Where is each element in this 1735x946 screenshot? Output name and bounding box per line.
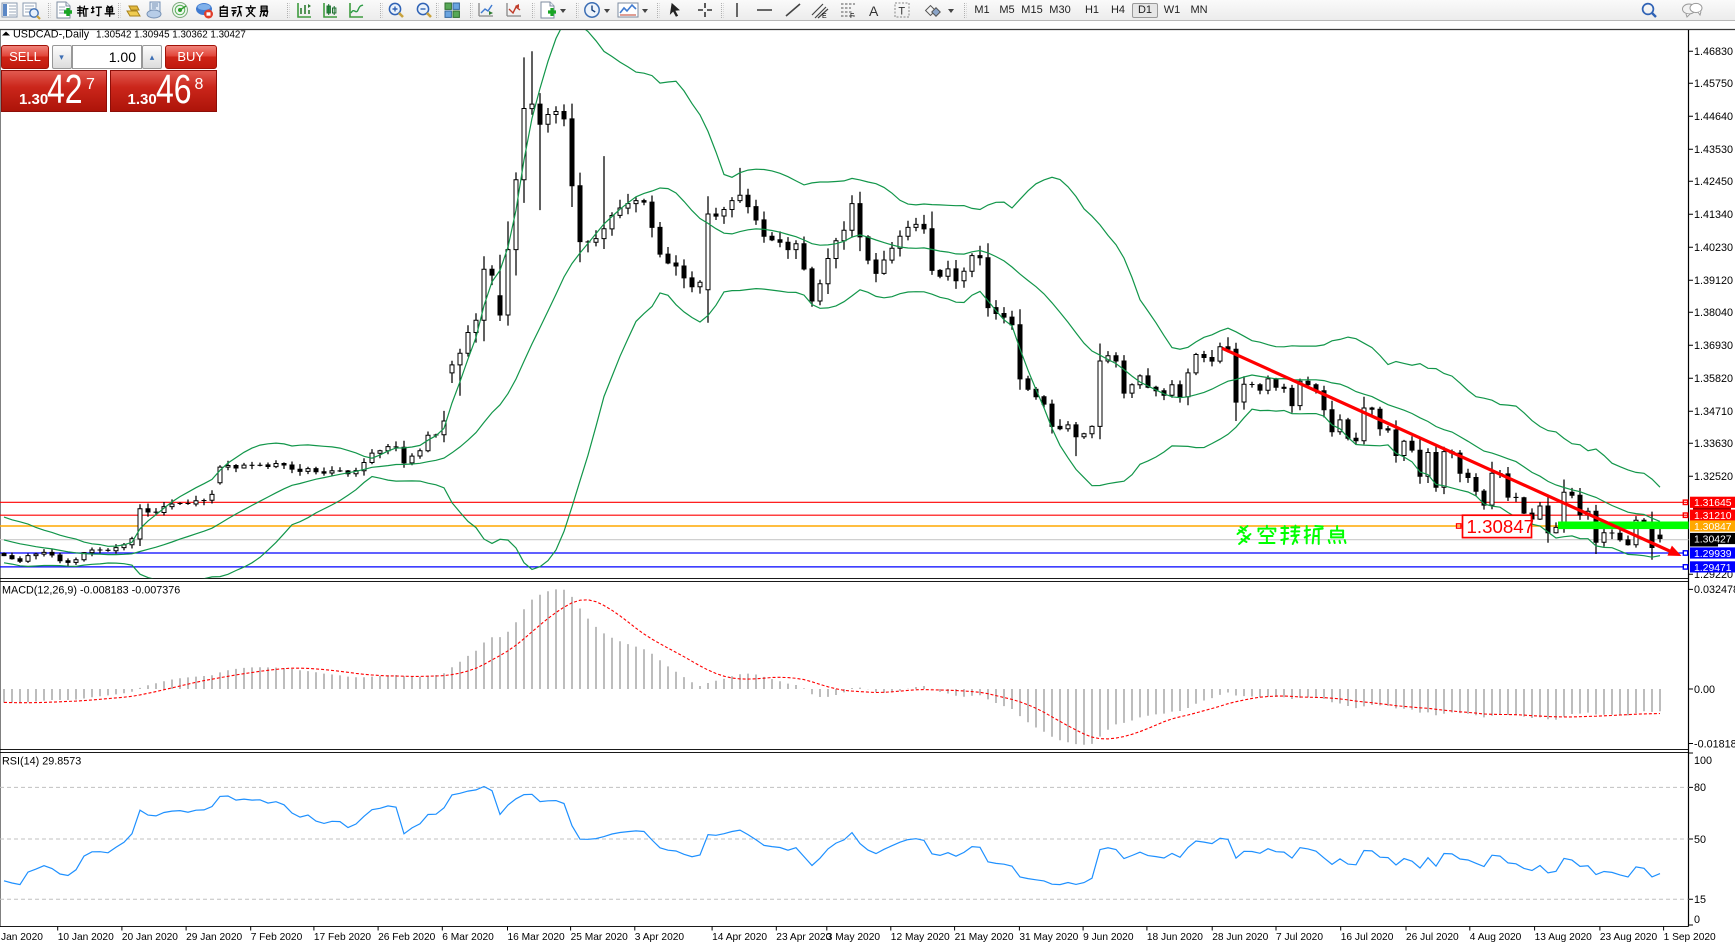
svg-text:12 May 2020: 12 May 2020 xyxy=(891,932,950,943)
svg-text:25 Mar 2020: 25 Mar 2020 xyxy=(571,932,629,943)
svg-text:20 Jan 2020: 20 Jan 2020 xyxy=(122,932,178,943)
svg-text:0: 0 xyxy=(1694,914,1700,926)
svg-text:100: 100 xyxy=(1694,755,1712,767)
svg-text:USDCAD-,Daily: USDCAD-,Daily xyxy=(13,29,90,41)
svg-text:23 Apr 2020: 23 Apr 2020 xyxy=(776,932,831,943)
svg-text:10 Jan 2020: 10 Jan 2020 xyxy=(58,932,114,943)
svg-text:3 Apr 2020: 3 Apr 2020 xyxy=(635,932,685,943)
svg-text:1.43530: 1.43530 xyxy=(1694,144,1733,156)
svg-text:1.32520: 1.32520 xyxy=(1694,471,1733,483)
svg-text:1.29939: 1.29939 xyxy=(1694,549,1732,560)
svg-text:29 Jan 2020: 29 Jan 2020 xyxy=(186,932,242,943)
svg-text:1.39120: 1.39120 xyxy=(1694,275,1733,287)
svg-text:1.45750: 1.45750 xyxy=(1694,78,1733,90)
svg-text:9 Jun 2020: 9 Jun 2020 xyxy=(1083,932,1134,943)
svg-text:-0.018182: -0.018182 xyxy=(1694,738,1735,750)
svg-text:T: T xyxy=(898,6,905,18)
svg-text:13 Aug 2020: 13 Aug 2020 xyxy=(1535,932,1593,943)
svg-text:50: 50 xyxy=(1694,834,1706,846)
svg-text:0.00: 0.00 xyxy=(1694,684,1715,696)
svg-text:A: A xyxy=(869,3,879,19)
svg-text:1.46830: 1.46830 xyxy=(1694,46,1733,58)
svg-text:1.34710: 1.34710 xyxy=(1694,406,1733,418)
svg-text:26 Feb 2020: 26 Feb 2020 xyxy=(378,932,436,943)
svg-text:21 May 2020: 21 May 2020 xyxy=(955,932,1014,943)
svg-text:1.40230: 1.40230 xyxy=(1694,242,1733,254)
svg-text:E: E xyxy=(822,13,827,20)
svg-text:1.38040: 1.38040 xyxy=(1694,307,1733,319)
svg-text:1 Sep 2020: 1 Sep 2020 xyxy=(1664,932,1716,943)
svg-text:16 Mar 2020: 16 Mar 2020 xyxy=(508,932,566,943)
svg-text:1.36930: 1.36930 xyxy=(1694,340,1733,352)
svg-text:1.30542 1.30945 1.30362 1.3042: 1.30542 1.30945 1.30362 1.30427 xyxy=(96,30,246,41)
svg-text:1.30847: 1.30847 xyxy=(1467,516,1535,537)
svg-text:16 Jul 2020: 16 Jul 2020 xyxy=(1341,932,1394,943)
svg-text:Jan 2020: Jan 2020 xyxy=(1,932,43,943)
svg-text:1.44640: 1.44640 xyxy=(1694,111,1733,123)
svg-text:1.35820: 1.35820 xyxy=(1694,373,1733,385)
svg-text:80: 80 xyxy=(1694,782,1706,794)
svg-text:F: F xyxy=(850,13,854,20)
svg-text:7 Feb 2020: 7 Feb 2020 xyxy=(251,932,303,943)
svg-text:MACD(12,26,9) -0.008183 -0.007: MACD(12,26,9) -0.008183 -0.007376 xyxy=(2,585,180,597)
svg-text:31 May 2020: 31 May 2020 xyxy=(1019,932,1078,943)
svg-text:4 Aug 2020: 4 Aug 2020 xyxy=(1470,932,1522,943)
svg-text:26 Jul 2020: 26 Jul 2020 xyxy=(1406,932,1459,943)
svg-text:1.41340: 1.41340 xyxy=(1694,209,1733,221)
svg-text:18 Jun 2020: 18 Jun 2020 xyxy=(1147,932,1203,943)
svg-text:1.29471: 1.29471 xyxy=(1694,563,1732,574)
svg-text:1.42450: 1.42450 xyxy=(1694,176,1733,188)
svg-text:RSI(14) 29.8573: RSI(14) 29.8573 xyxy=(2,756,81,768)
svg-text:28 Jun 2020: 28 Jun 2020 xyxy=(1212,932,1268,943)
svg-text:1.31645: 1.31645 xyxy=(1694,498,1732,509)
svg-text:1.30427: 1.30427 xyxy=(1694,534,1732,545)
svg-text:7 Jul 2020: 7 Jul 2020 xyxy=(1276,932,1323,943)
svg-text:1.30847: 1.30847 xyxy=(1694,522,1732,533)
svg-text:6 Mar 2020: 6 Mar 2020 xyxy=(442,932,494,943)
svg-text:17 Feb 2020: 17 Feb 2020 xyxy=(314,932,372,943)
svg-text:0.032478: 0.032478 xyxy=(1694,584,1735,596)
svg-text:14 Apr 2020: 14 Apr 2020 xyxy=(712,932,767,943)
svg-text:15: 15 xyxy=(1694,894,1706,906)
svg-text:23 Aug 2020: 23 Aug 2020 xyxy=(1600,932,1658,943)
svg-text:3 May 2020: 3 May 2020 xyxy=(827,932,881,943)
svg-text:1.31210: 1.31210 xyxy=(1694,511,1732,522)
svg-text:1.33630: 1.33630 xyxy=(1694,438,1733,450)
